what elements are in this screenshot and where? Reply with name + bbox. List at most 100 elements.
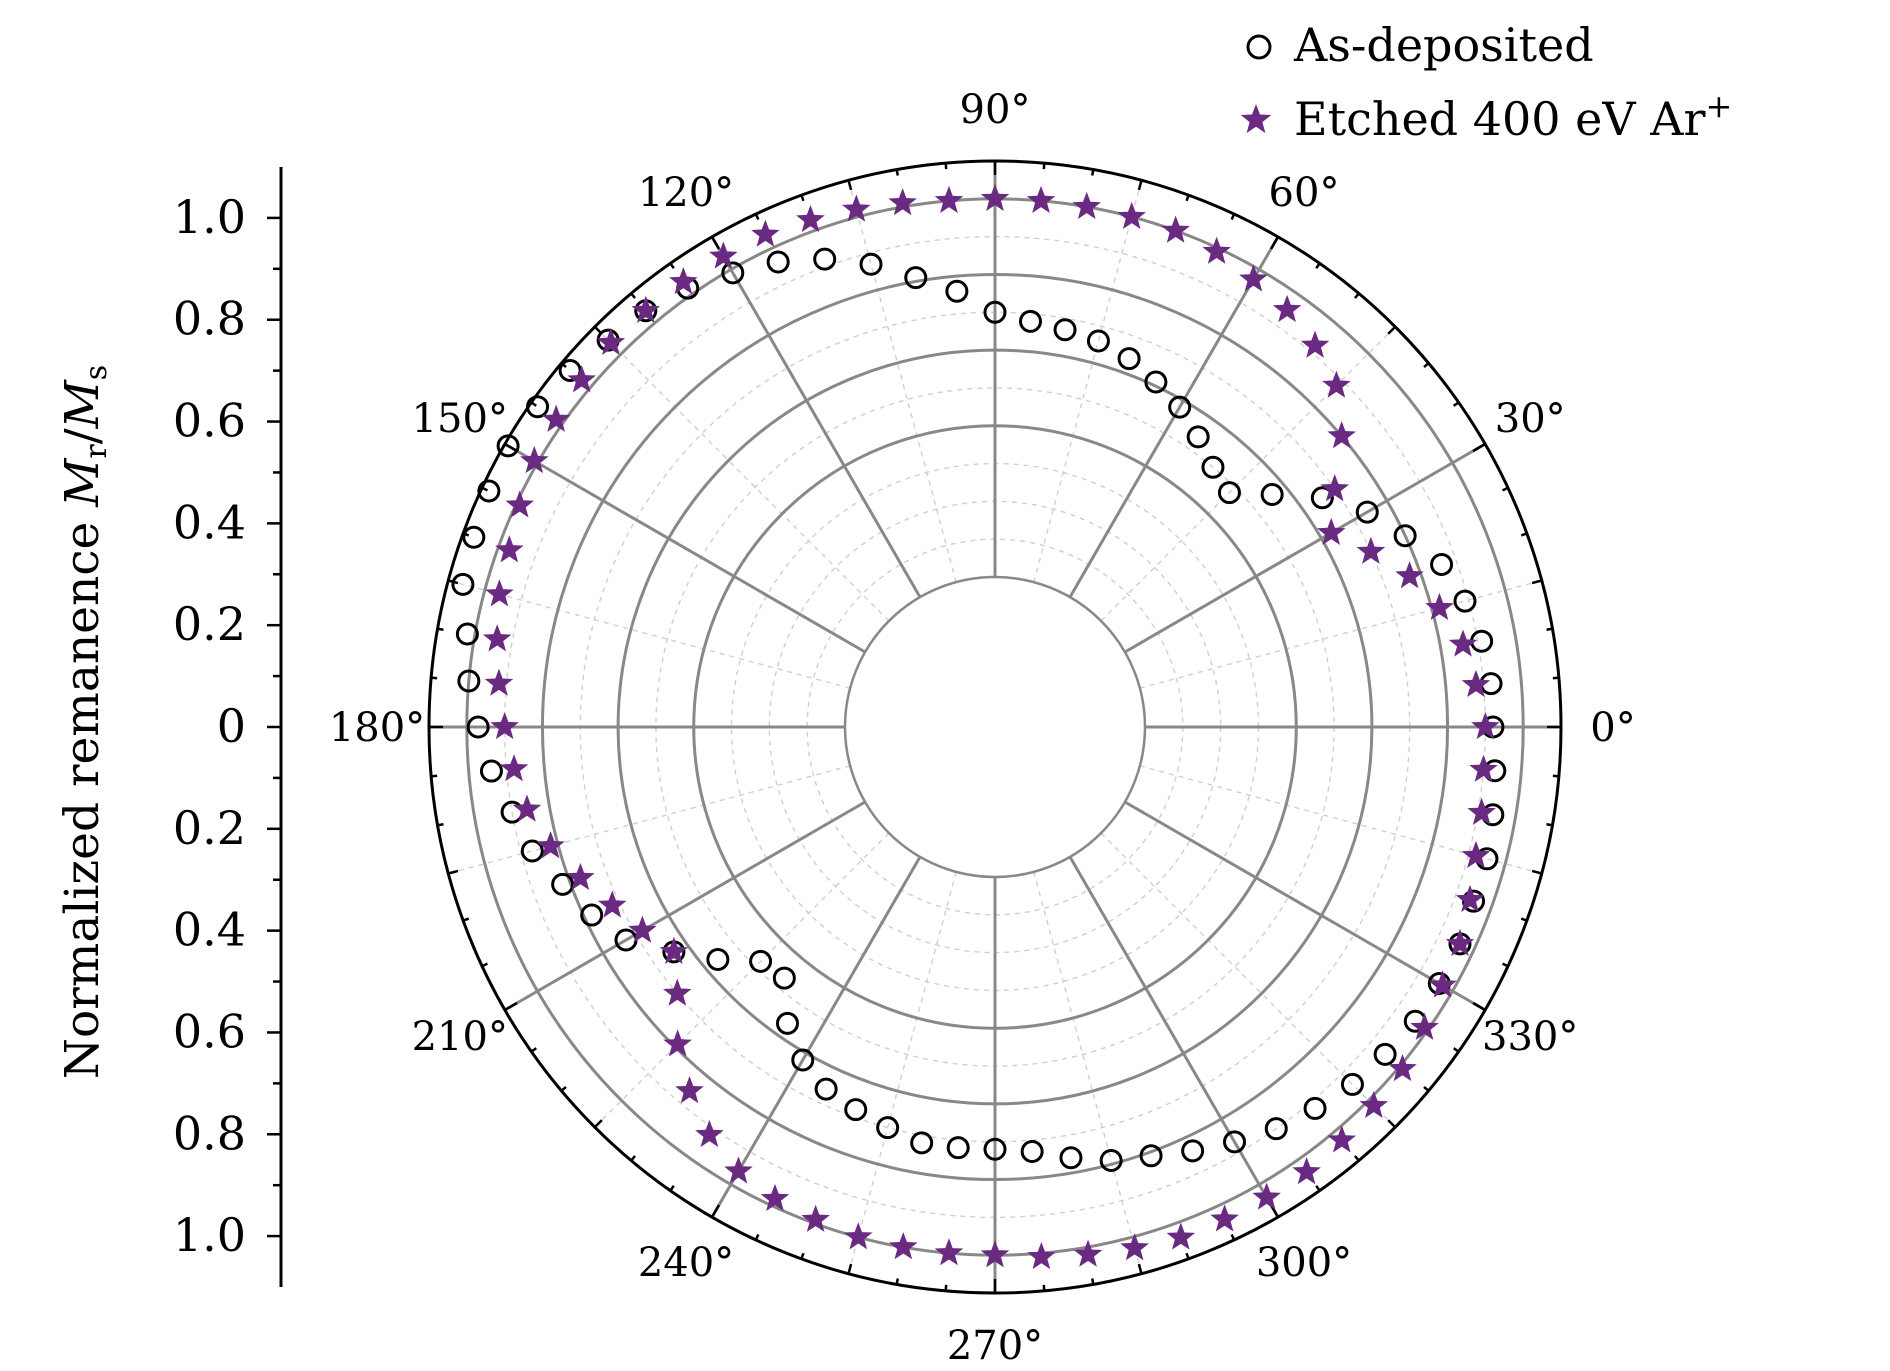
data-point-as-deposited — [1139, 1144, 1163, 1168]
angular-tick — [669, 1185, 675, 1192]
data-point-as-deposited — [462, 525, 486, 549]
major-spoke — [1068, 856, 1280, 1218]
angular-tick — [1423, 1086, 1430, 1092]
data-point-as-deposited — [813, 247, 837, 271]
ylabel-var1: M — [55, 457, 110, 508]
legend-marker-as-deposited — [1246, 34, 1272, 60]
data-point-as-deposited — [455, 622, 479, 646]
radial-tick-label: 0.2 — [173, 597, 246, 651]
angular-tick — [1552, 774, 1559, 778]
data-point-as-deposited — [451, 572, 475, 596]
data-point-etched — [663, 1029, 692, 1057]
data-point-etched — [1073, 1239, 1103, 1267]
data-point-as-deposited — [945, 279, 969, 303]
data-point-as-deposited — [1020, 1139, 1044, 1163]
angular-tick — [1453, 1047, 1460, 1053]
angular-tick — [1315, 262, 1321, 269]
angle-label: 330° — [1482, 1014, 1578, 1060]
minor-spoke — [1100, 832, 1396, 1128]
ylabel-var2: M — [55, 378, 110, 429]
data-point-etched — [566, 862, 595, 891]
data-point-etched — [631, 295, 661, 323]
angular-tick — [1230, 1234, 1236, 1241]
data-point-as-deposited — [1223, 1130, 1247, 1154]
angular-tick — [710, 236, 721, 250]
angular-tick — [530, 401, 537, 407]
data-point-as-deposited — [1059, 1146, 1083, 1170]
ylabel-main: Normalized remanence — [55, 507, 110, 1079]
angle-label: 60° — [1269, 170, 1340, 216]
major-spoke — [710, 236, 922, 598]
data-point-etched — [669, 266, 698, 295]
data-point-etched — [751, 219, 780, 247]
radial-axis: 1.0 0.8 0.6 0.4 0.2 0 0.2 0.4 0.6 0.8 1.0 — [173, 167, 283, 1287]
data-point-etched — [567, 365, 596, 393]
radial-tick-label: 0.2 — [173, 801, 246, 855]
data-point-etched — [934, 185, 964, 213]
angular-tick — [630, 1155, 636, 1162]
polar-grid — [429, 161, 1561, 1293]
data-point-etched — [499, 754, 529, 782]
data-point-etched — [709, 241, 738, 269]
angular-tick — [895, 169, 899, 176]
data-point-as-deposited — [1086, 329, 1110, 353]
data-point-etched — [1292, 1157, 1321, 1185]
data-point-etched — [889, 1232, 918, 1260]
angular-tick — [1453, 401, 1460, 407]
data-point-as-deposited — [1201, 455, 1225, 479]
data-point-as-deposited — [580, 903, 604, 927]
data-point-etched — [1471, 712, 1500, 740]
data-point-etched — [512, 794, 542, 822]
angular-tick — [504, 1001, 518, 1012]
angle-labels: 0° 30° 60° 90° 120° 150° 180° 210° 240° 270° 300° 3… — [329, 87, 1636, 1369]
data-point-etched — [485, 579, 514, 607]
angular-tick — [1552, 676, 1559, 680]
data-point-as-deposited — [791, 1048, 815, 1072]
data-point-etched — [1395, 561, 1424, 589]
legend-label-superscript: + — [1705, 87, 1732, 125]
data-point-etched — [1272, 294, 1302, 322]
angular-tick — [437, 823, 444, 827]
data-point-etched — [1356, 536, 1386, 564]
angular-tick — [847, 179, 853, 191]
data-point-as-deposited — [844, 1098, 868, 1122]
radial-tick-label: 1.0 — [173, 190, 246, 244]
data-point-as-deposited — [1453, 589, 1477, 613]
angular-tick — [754, 213, 760, 220]
data-point-as-deposited — [1264, 1117, 1288, 1141]
data-point-etched — [796, 205, 825, 233]
angular-tick — [1472, 442, 1486, 453]
legend-label-etched: Etched 400 eV Ar+ — [1294, 87, 1732, 146]
radial-tick-label: 0.4 — [173, 495, 246, 549]
angular-tick — [1315, 1185, 1321, 1192]
data-point-etched — [1461, 669, 1491, 698]
data-point-etched — [628, 915, 657, 943]
data-point-as-deposited — [983, 1137, 1007, 1161]
angle-label: 300° — [1256, 1240, 1352, 1286]
radial-tick-label: 0.6 — [173, 1004, 246, 1058]
data-point-etched — [980, 1240, 1010, 1268]
angular-tick — [1185, 1252, 1190, 1260]
polar-frame — [427, 159, 1563, 1295]
angular-tick — [1502, 486, 1509, 492]
angular-tick — [1472, 1001, 1486, 1012]
legend-label-as-deposited: As-deposited — [1293, 18, 1594, 72]
data-point-as-deposited — [1217, 481, 1241, 505]
data-point-as-deposited — [706, 948, 730, 972]
angular-tick — [437, 627, 444, 631]
data-point-etched — [484, 668, 514, 696]
angular-tick — [481, 962, 488, 968]
angular-tick — [1531, 579, 1543, 585]
data-point-as-deposited — [1168, 395, 1192, 419]
data-point-etched — [1469, 754, 1498, 782]
radial-tick-label: 1.0 — [173, 1208, 246, 1262]
data-point-etched — [934, 1238, 964, 1266]
major-spoke — [1124, 800, 1486, 1012]
data-point-etched — [1322, 370, 1351, 398]
major-spoke — [504, 442, 866, 654]
data-point-etched — [1210, 1204, 1239, 1232]
data-point-as-deposited — [946, 1136, 970, 1160]
data-point-as-deposited — [496, 434, 520, 458]
data-point-etched — [1316, 517, 1346, 546]
data-point-as-deposited — [983, 300, 1007, 324]
